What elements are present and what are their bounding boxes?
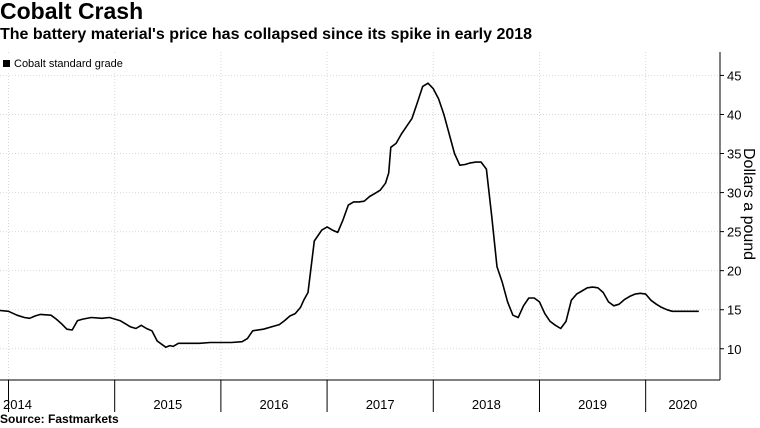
x-tick-label: 2020 [668, 397, 697, 412]
x-tick-label: 2018 [472, 397, 501, 412]
x-tick-label: 2014 [3, 397, 32, 412]
y-tick-label: 40 [727, 107, 741, 122]
x-tick-label: 2017 [366, 397, 395, 412]
y-tick-layer: 10 15 20 25 30 35 40 45 [720, 68, 741, 357]
x-tick-label: 2019 [578, 397, 607, 412]
chart-title: Cobalt Crash [0, 0, 144, 24]
x-tick-label: 2015 [153, 397, 182, 412]
y-tick-label: 20 [727, 264, 741, 279]
legend-box [0, 55, 136, 72]
y-tick-label: 45 [727, 68, 741, 83]
y-tick-label: 10 [727, 342, 741, 357]
series-layer [0, 82, 699, 348]
y-tick-label: 15 [727, 303, 741, 318]
y-tick-label: 25 [727, 225, 741, 240]
x-tick-layer: 2014 2015 2016 2017 2018 2019 2020 [3, 380, 697, 412]
legend-swatch [3, 60, 10, 67]
source-note: Source: Fastmarkets [0, 412, 119, 426]
y-tick-label: 35 [727, 147, 741, 162]
x-tick-label: 2016 [260, 397, 289, 412]
legend: Cobalt standard grade [0, 55, 136, 72]
grid-layer [0, 52, 720, 380]
axis-layer [0, 52, 721, 381]
y-tick-label: 30 [727, 186, 741, 201]
y-axis-label: Dollars a pound [740, 148, 757, 260]
legend-label: Cobalt standard grade [14, 58, 123, 70]
series-line-cobalt-standard-grade [0, 82, 699, 348]
chart-subtitle: The battery material's price has collaps… [0, 26, 533, 43]
